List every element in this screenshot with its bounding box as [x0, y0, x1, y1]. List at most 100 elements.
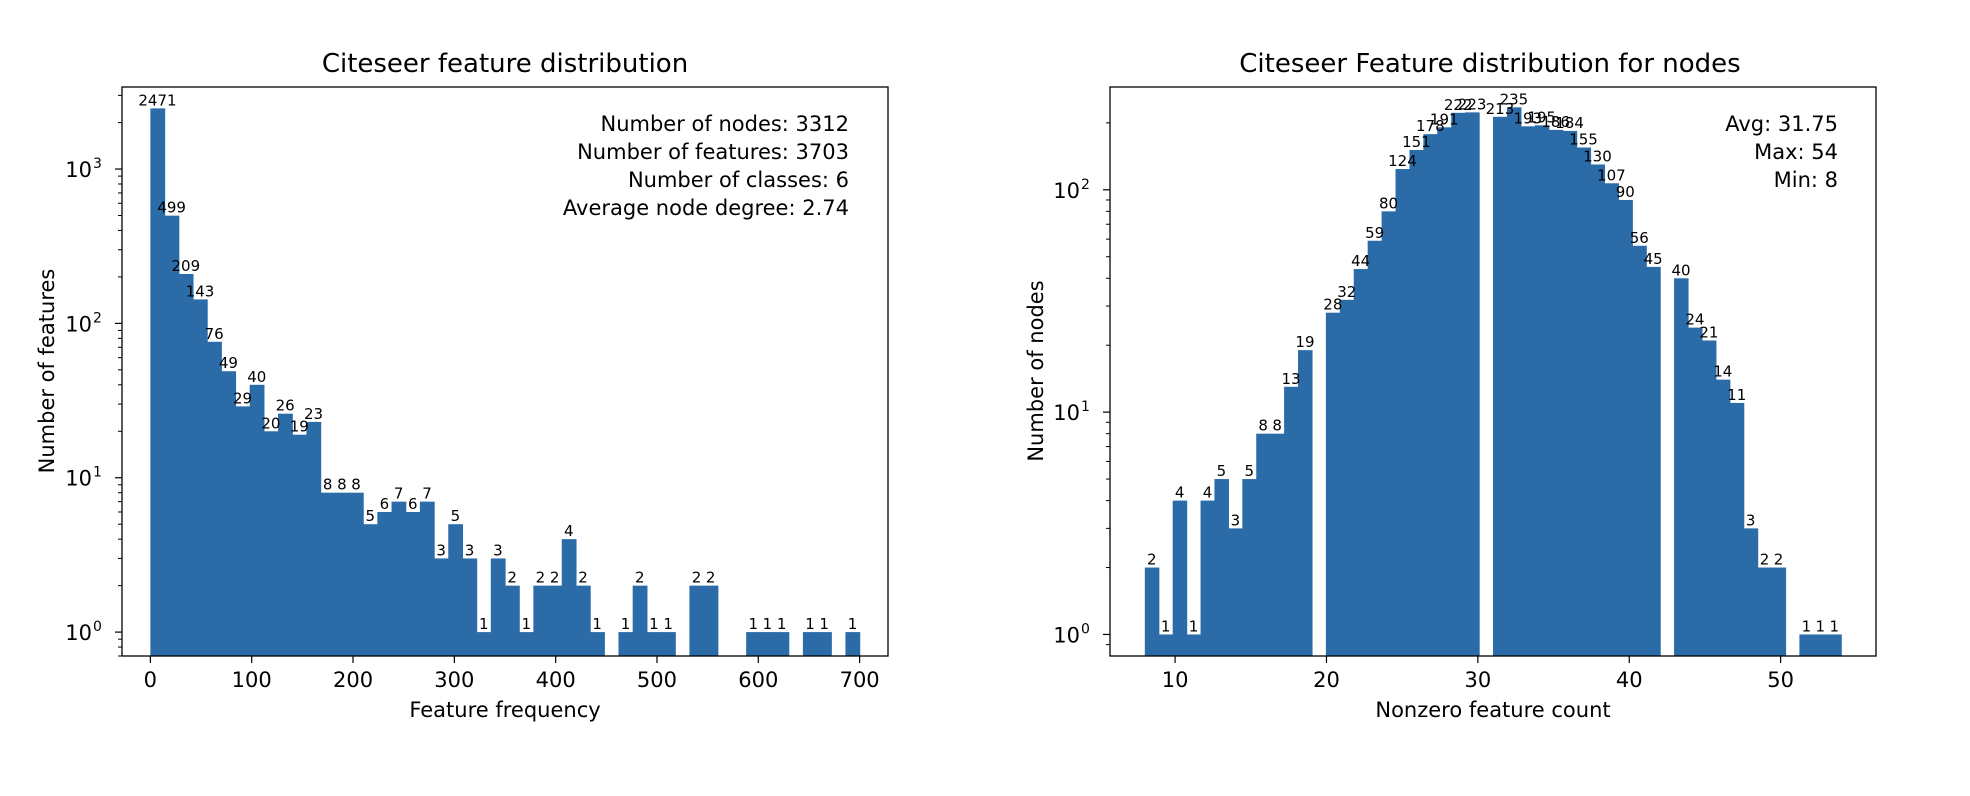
x-tick-label: 700	[840, 668, 880, 692]
y-axis-label: Number of nodes	[1024, 280, 1048, 461]
data-label: 4	[564, 522, 574, 540]
bar	[221, 371, 237, 656]
data-label: 1	[663, 615, 673, 633]
bar	[1701, 340, 1717, 656]
bar-group	[150, 108, 861, 656]
data-label: 29	[233, 389, 252, 407]
x-tick-label: 500	[637, 668, 677, 692]
bar	[377, 511, 393, 656]
x-tick-label: 200	[333, 668, 373, 692]
data-label: 7	[422, 485, 432, 503]
bar	[561, 539, 577, 656]
data-label: 1	[1816, 617, 1826, 635]
bar	[689, 585, 705, 656]
bar	[1339, 299, 1355, 656]
data-label: 5	[1244, 462, 1254, 480]
x-tick-label: 40	[1616, 668, 1643, 692]
data-label: 213	[1486, 100, 1515, 118]
bar	[1534, 125, 1550, 656]
data-label: 1	[592, 615, 602, 633]
x-tick-label: 50	[1767, 668, 1794, 692]
data-label: 76	[205, 325, 224, 343]
annotation-line: Number of classes: 6	[628, 168, 849, 192]
data-label: 4	[1175, 484, 1185, 502]
bar	[1284, 386, 1299, 656]
bar	[1632, 245, 1647, 657]
bar	[1520, 126, 1536, 656]
data-label: 1	[1802, 617, 1812, 635]
data-label: 3	[465, 541, 475, 559]
bar-group	[1144, 107, 1842, 657]
bar	[1590, 164, 1606, 656]
x-tick-label: 10	[1162, 668, 1189, 692]
bar	[1604, 183, 1619, 656]
y-tick-exponent: 0	[1081, 621, 1090, 637]
bar	[292, 434, 308, 656]
bar	[1506, 107, 1522, 656]
bar	[320, 492, 336, 656]
bar	[1353, 269, 1369, 656]
data-label: 2	[536, 569, 546, 587]
bar	[1687, 327, 1703, 656]
bar	[646, 632, 662, 656]
bar	[1423, 134, 1438, 656]
y-tick-exponent: 2	[93, 310, 102, 326]
bar	[462, 558, 478, 656]
y-tick-label: 10	[65, 312, 92, 336]
bar	[1715, 379, 1731, 656]
data-label: 3	[493, 541, 503, 559]
data-label: 2	[507, 569, 517, 587]
bar	[703, 585, 719, 656]
y-tick-label: 10	[1053, 623, 1080, 647]
bar	[1618, 199, 1633, 657]
data-label: 90	[1616, 183, 1635, 201]
bar	[618, 632, 634, 656]
data-label: 193	[1513, 109, 1542, 127]
bar	[150, 108, 166, 656]
y-axis-label: Number of features	[35, 269, 59, 474]
x-axis-label: Feature frequency	[409, 698, 600, 722]
bar	[817, 632, 832, 656]
data-label: 11	[1727, 386, 1746, 404]
data-label: 1	[848, 615, 858, 633]
bar	[1325, 312, 1341, 656]
data-label: 1	[1189, 617, 1199, 635]
bar	[1256, 433, 1271, 656]
x-tick-label: 30	[1464, 668, 1491, 692]
data-label: 32	[1337, 283, 1356, 301]
data-label: 19	[1295, 333, 1314, 351]
bar	[1451, 112, 1466, 657]
data-label: 151	[1402, 133, 1431, 151]
bar	[1172, 500, 1188, 656]
bar	[249, 384, 265, 656]
data-label: 2471	[138, 91, 176, 109]
data-label: 1	[777, 615, 787, 633]
data-label: 124	[1388, 152, 1417, 170]
data-label: 1	[621, 615, 631, 633]
bar	[505, 585, 520, 656]
bar	[1298, 350, 1313, 656]
data-label: 2	[1147, 551, 1157, 569]
bar	[391, 501, 407, 656]
data-label: 40	[1671, 261, 1690, 279]
data-label: 223	[1458, 95, 1487, 113]
bar	[348, 492, 364, 656]
data-label: 186	[1541, 113, 1570, 131]
bar	[1270, 433, 1285, 656]
data-label: 21	[1699, 323, 1718, 341]
data-label: 80	[1379, 194, 1398, 212]
y-tick-label: 10	[65, 158, 92, 182]
data-label: 209	[172, 257, 201, 275]
data-label: 8	[337, 476, 347, 494]
data-label: 1	[479, 615, 489, 633]
bar	[1548, 129, 1564, 656]
x-tick-group: 10 20 30 40 50	[1162, 656, 1794, 692]
bar	[207, 341, 222, 656]
data-label: 59	[1365, 224, 1384, 242]
bar	[1813, 634, 1828, 656]
annotation-line: Avg: 31.75	[1725, 112, 1838, 136]
data-label: 5	[365, 507, 375, 525]
y-tick-label: 10	[1053, 179, 1080, 203]
data-label: 3	[1231, 511, 1241, 529]
